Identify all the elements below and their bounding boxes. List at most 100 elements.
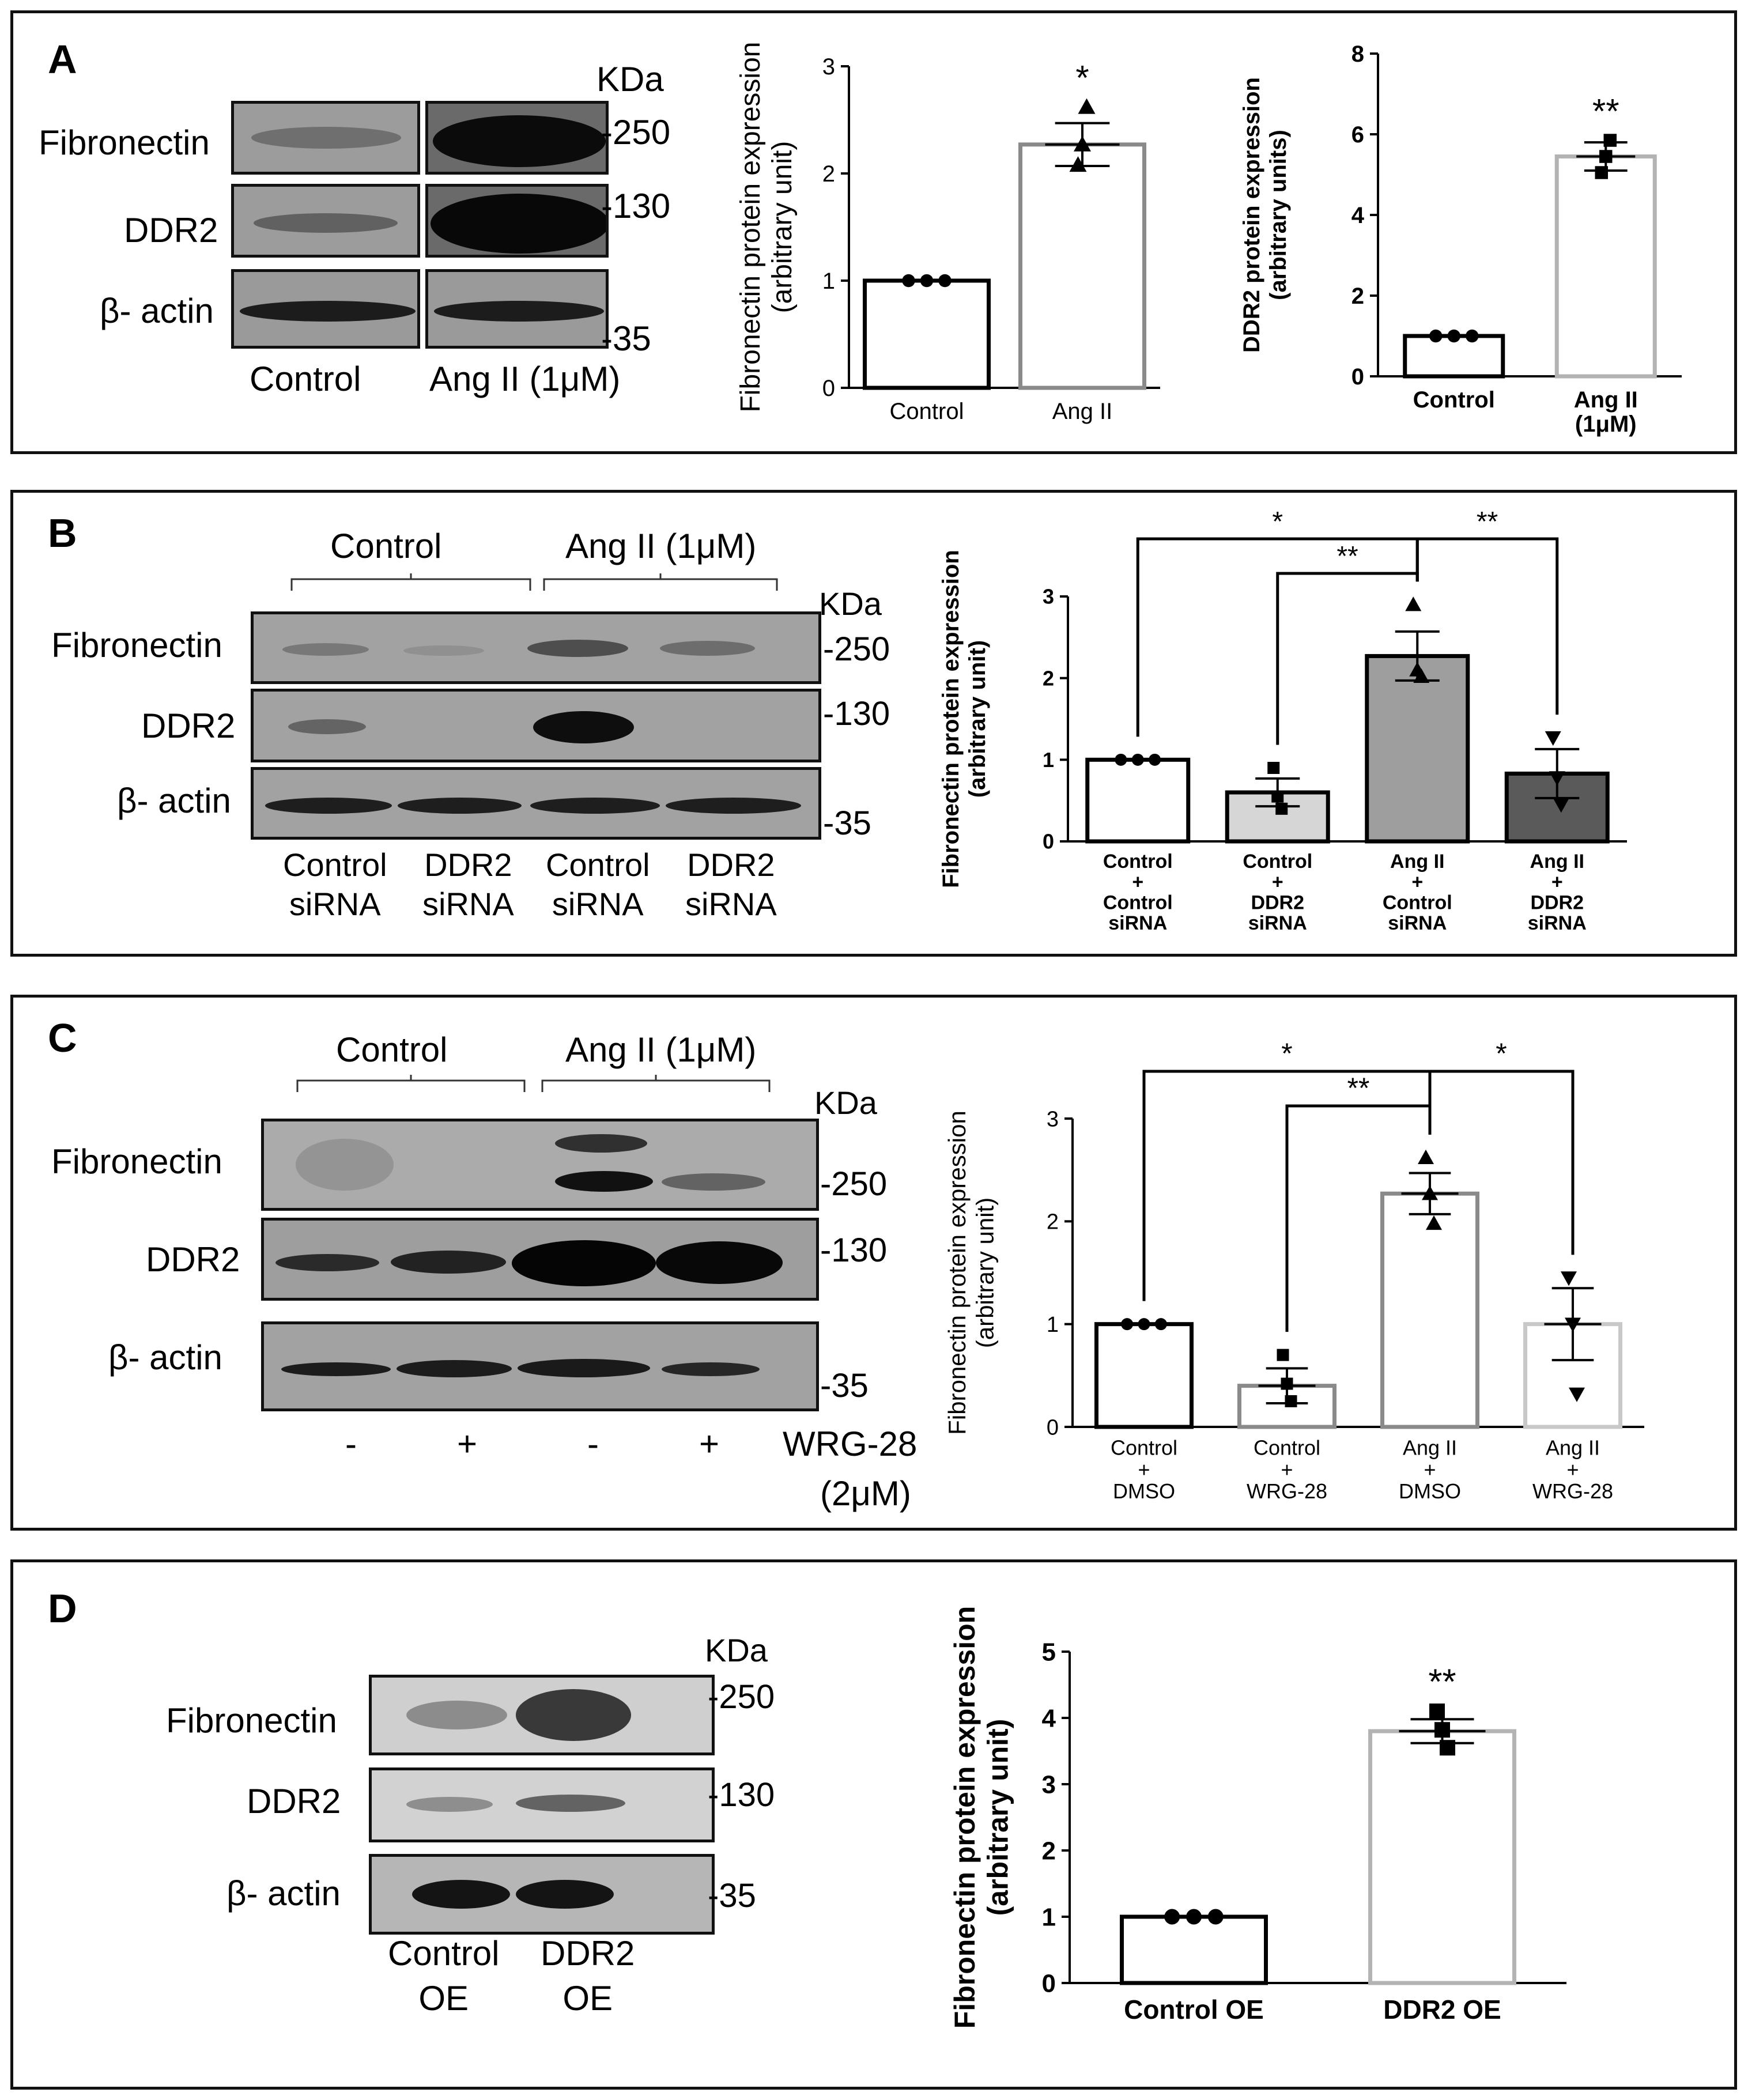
- significance-label: **: [1337, 541, 1358, 572]
- x-tick-label: +: [1551, 871, 1563, 893]
- x-tick-label: WRG-28: [1247, 1479, 1327, 1503]
- x-tick-label: Ang II: [1574, 387, 1638, 413]
- bar: [1365, 654, 1470, 844]
- significance-label: *: [1272, 507, 1283, 537]
- group-bracket: [296, 1075, 526, 1092]
- y-tick-label: 0: [822, 376, 835, 401]
- data-point: [1418, 1149, 1434, 1164]
- data-point: [1553, 798, 1569, 813]
- blot-ddr2: [425, 184, 609, 258]
- y-axis-label: Fibronectin protein expression: [949, 1606, 981, 2029]
- protein-label: DDR2: [141, 707, 236, 745]
- protein-label: Fibronectin: [166, 1701, 337, 1740]
- y-tick-label: 6: [1351, 122, 1364, 148]
- bar: [1120, 1914, 1268, 1985]
- marker-label: -130: [708, 1776, 775, 1814]
- y-tick-label: 2: [822, 161, 835, 187]
- y-axis-label: (arbitrary unit): [971, 1198, 998, 1348]
- data-point: [1466, 329, 1479, 343]
- kda-label: KDa: [596, 60, 664, 99]
- y-axis-label: Fibronectin protein expression: [938, 550, 964, 888]
- data-point: [1545, 731, 1561, 746]
- data-point: [1186, 1909, 1202, 1925]
- x-tick-label: Ang II: [1390, 851, 1444, 873]
- x-tick-label: Ang II: [1530, 851, 1584, 873]
- y-tick-label: 1: [1043, 748, 1054, 772]
- y-tick-label: 8: [1351, 41, 1364, 67]
- data-point: [1447, 329, 1460, 343]
- x-tick-label: Ang II: [1403, 1436, 1457, 1460]
- treatment-label: (2μM): [820, 1474, 911, 1513]
- group-label: Control: [336, 1030, 448, 1069]
- y-tick-label: 0: [1042, 1969, 1056, 1997]
- x-tick-label: +: [1566, 1457, 1579, 1481]
- x-tick-label: DMSO: [1399, 1479, 1461, 1503]
- kda-label: KDa: [705, 1632, 768, 1668]
- x-tick-label: siRNA: [1108, 912, 1167, 934]
- protein-label: β- actin: [117, 781, 231, 820]
- treatment-label: WRG-28: [783, 1425, 918, 1463]
- significance-label: *: [1496, 1037, 1507, 1070]
- x-tick-label: +: [1411, 871, 1423, 893]
- y-tick-label: 1: [822, 269, 835, 294]
- x-tick-label: Control: [1243, 851, 1312, 873]
- blot-actin: [369, 1854, 715, 1935]
- y-axis-label: DDR2 protein expression: [1239, 77, 1264, 353]
- data-point: [920, 274, 934, 288]
- blot-fibronectin: [261, 1119, 819, 1211]
- treatment-sign: +: [457, 1425, 478, 1463]
- data-point: [1277, 1349, 1289, 1361]
- group-label: Control: [330, 527, 442, 565]
- protein-label: β- actin: [108, 1338, 222, 1377]
- x-tick-label: Ang II: [1052, 399, 1113, 424]
- protein-label: Fibronectin: [51, 1142, 222, 1181]
- x-tick-label: +: [1424, 1457, 1436, 1481]
- significance-label: **: [1347, 1072, 1370, 1104]
- significance-label: *: [1075, 59, 1089, 97]
- y-axis-label: (arbitrary units): [1266, 130, 1291, 300]
- data-point: [1074, 135, 1091, 152]
- bar: [1018, 142, 1146, 390]
- y-axis-label: (arbitrary unit): [982, 1719, 1014, 1916]
- y-tick-label: 0: [1351, 364, 1364, 390]
- blot-actin: [251, 767, 821, 840]
- bar: [863, 278, 991, 390]
- y-tick-label: 2: [1043, 666, 1054, 690]
- y-tick-label: 2: [1351, 284, 1364, 309]
- lane-label: DDR2 siRNA: [422, 847, 514, 922]
- marker-label: -130: [601, 187, 671, 225]
- kda-label: KDa: [819, 586, 882, 622]
- group-bracket: [290, 573, 531, 591]
- x-tick-label: siRNA: [1388, 912, 1447, 934]
- marker-label: -130: [820, 1232, 888, 1269]
- data-point: [1405, 596, 1422, 611]
- panel-label: C: [48, 1015, 77, 1060]
- data-point: [1549, 771, 1565, 786]
- treatment-sign: -: [345, 1425, 357, 1463]
- x-tick-label: WRG-28: [1532, 1479, 1613, 1503]
- blot-ddr2: [261, 1218, 819, 1301]
- marker-label: -35: [823, 805, 871, 842]
- y-axis-label: Fibronectin protein expression: [943, 1111, 971, 1435]
- lane-label: Ang II (1μM): [429, 360, 621, 398]
- x-tick-label: DDR2 OE: [1383, 1995, 1501, 2025]
- bar: [1380, 1191, 1479, 1429]
- y-tick-label: 2: [1042, 1837, 1056, 1865]
- data-point: [1561, 1271, 1577, 1286]
- panel-label: A: [48, 37, 77, 82]
- marker-label: -250: [601, 113, 671, 152]
- y-axis-label: (arbitrary unit): [767, 141, 798, 314]
- y-tick-label: 0: [1047, 1415, 1059, 1440]
- lane-label: Control siRNA: [283, 847, 387, 922]
- data-point: [1429, 329, 1443, 343]
- significance-bracket: [1428, 1070, 1575, 1255]
- blot-actin: [231, 269, 420, 349]
- data-point: [1595, 166, 1608, 179]
- x-tick-label: (1μM): [1575, 411, 1637, 437]
- data-point: [1434, 1722, 1450, 1738]
- data-point: [1440, 1740, 1455, 1756]
- y-tick-label: 3: [822, 54, 835, 80]
- x-tick-label: Control: [1383, 892, 1452, 913]
- data-point: [1164, 1909, 1180, 1925]
- data-point: [1426, 1215, 1442, 1230]
